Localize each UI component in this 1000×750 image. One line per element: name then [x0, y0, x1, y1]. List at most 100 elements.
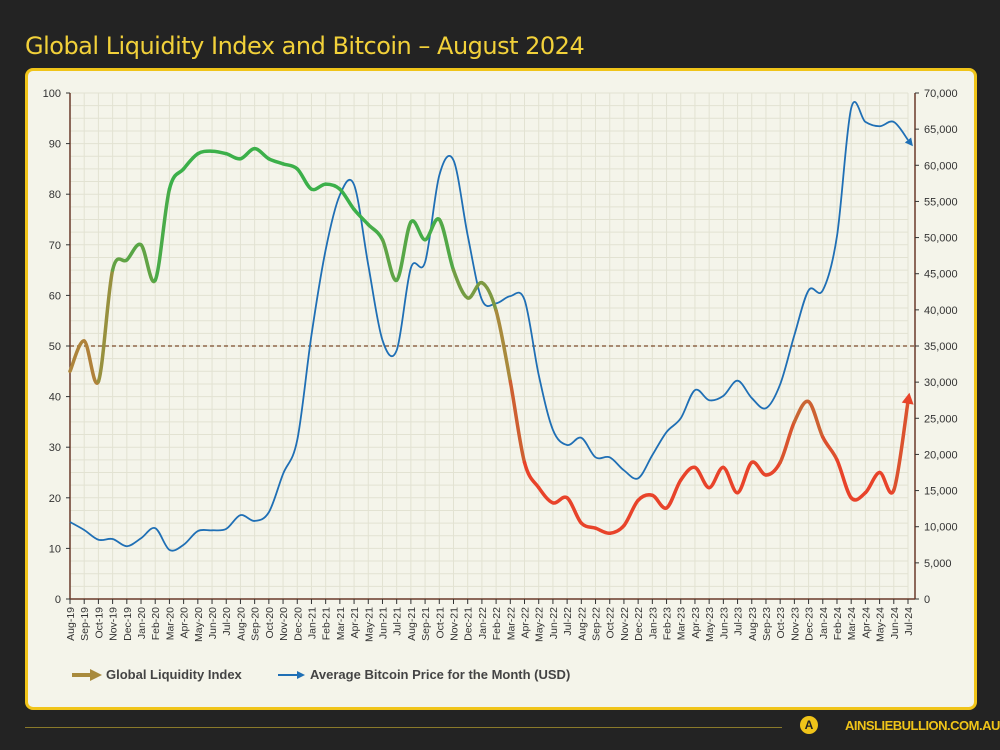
gli-line-segment — [536, 485, 555, 505]
gli-line-segment — [821, 435, 839, 462]
x-tick-label: Feb-21 — [321, 607, 333, 640]
x-tick-label: Feb-24 — [832, 607, 844, 640]
gli-line-segment — [892, 399, 910, 492]
gli-line-segment — [451, 268, 470, 300]
y-left-tick-label: 30 — [49, 442, 61, 454]
x-tick-label: Feb-20 — [150, 607, 162, 640]
x-tick-label: Nov-23 — [789, 607, 801, 641]
x-tick-label: Jan-22 — [477, 607, 489, 639]
gli-line-segment — [309, 182, 328, 192]
x-tick-label: Oct-20 — [264, 607, 276, 639]
x-tick-label: Jun-21 — [377, 607, 389, 639]
grid — [69, 92, 909, 600]
y-left-tick-label: 10 — [49, 543, 61, 555]
gli-line-segment — [849, 490, 868, 502]
x-tick-label: Nov-19 — [108, 607, 120, 641]
btc-arrow-head — [904, 137, 913, 147]
x-tick-label: Mar-23 — [676, 607, 688, 640]
footer-site[interactable]: AINSLIEBULLION.COM.AU — [845, 718, 1000, 733]
y-left-tick-label: 80 — [49, 189, 61, 201]
gli-line-segment — [579, 521, 598, 530]
x-tick-label: Oct-22 — [605, 607, 617, 639]
chart-title: Global Liquidity Index and Bitcoin – Aug… — [25, 32, 585, 60]
gli-line-segment — [693, 465, 711, 490]
y-right-tick-label: 55,000 — [924, 196, 958, 208]
x-tick-label: Aug-23 — [747, 607, 759, 641]
x-tick-label: Dec-23 — [804, 607, 816, 641]
x-tick-label: Mar-22 — [505, 607, 517, 640]
x-tick-label: Mar-21 — [335, 607, 347, 640]
x-tick-label: Nov-22 — [619, 607, 631, 641]
x-tick-label: Jan-21 — [306, 607, 318, 639]
gli-line-segment — [196, 149, 214, 156]
y-right-tick-label: 10,000 — [924, 522, 958, 534]
footer-divider — [25, 727, 782, 728]
gli-line-segment — [508, 379, 527, 465]
x-tick-label: May-20 — [193, 607, 205, 642]
gli-line-segment — [167, 167, 186, 191]
gli-line-segment — [267, 157, 285, 166]
gli-arrow-icon — [72, 668, 102, 681]
x-tick-label: Oct-19 — [93, 607, 105, 639]
x-tick-label: Apr-23 — [690, 607, 702, 639]
x-tick-label: Feb-23 — [662, 607, 674, 640]
y-left-tick-label: 20 — [49, 493, 61, 505]
y-right-tick-label: 40,000 — [924, 305, 958, 317]
gli-line-segment — [622, 498, 640, 528]
gli-line-segment — [437, 217, 456, 272]
legend-label: Global Liquidity Index — [106, 667, 242, 682]
x-tick-label: Apr-24 — [860, 607, 872, 639]
gli-line-segment — [480, 281, 498, 313]
gli-line-segment — [707, 465, 726, 490]
x-tick-label: Sep-22 — [591, 607, 603, 641]
gli-line-segment — [82, 339, 101, 385]
gli-line-segment — [281, 162, 300, 171]
x-tick-label: Apr-22 — [520, 607, 532, 639]
gli-line-segment — [721, 465, 740, 495]
x-tick-label: Aug-19 — [65, 607, 77, 641]
legend-item-btc: Average Bitcoin Price for the Month (USD… — [278, 667, 570, 682]
gli-line-segment — [750, 460, 768, 477]
y-right-tick-label: 50,000 — [924, 233, 958, 245]
gli-line-segment — [764, 460, 782, 477]
y-left-tick-label: 90 — [49, 139, 61, 151]
gli-line-segment — [778, 420, 797, 465]
gli-line-segment — [139, 243, 157, 284]
btc-price-line — [69, 100, 909, 552]
x-tick-label: Sep-23 — [761, 607, 773, 641]
gli-line-segment — [323, 182, 342, 191]
gli-line-segment — [607, 523, 626, 535]
gli-arrow-head — [901, 392, 914, 405]
legend-item-gli: Global Liquidity Index — [72, 667, 242, 682]
gli-line-segment — [678, 465, 697, 482]
y-left-tick-label: 70 — [49, 240, 61, 252]
legend-label: Average Bitcoin Price for the Month (USD… — [310, 667, 571, 682]
x-tick-label: Sep-19 — [79, 607, 91, 641]
gli-line-segment — [96, 268, 115, 384]
axes: 0 10 20 30 40 50 60 70 80 90 100 0 5,000 10,000 15,000… — [43, 88, 958, 642]
x-tick-label: Jan-24 — [818, 607, 830, 639]
gli-line-segment — [252, 146, 271, 161]
gli-line-segment — [380, 237, 399, 282]
y-right-tick-label: 65,000 — [924, 124, 958, 136]
y-left-tick-label: 0 — [55, 594, 61, 606]
ainslie-logo: A — [800, 716, 818, 734]
x-tick-label: Dec-19 — [122, 607, 134, 641]
gli-line-segment — [295, 167, 314, 191]
x-tick-label: Jul-24 — [903, 607, 915, 636]
y-right-tick-label: 0 — [924, 594, 930, 606]
gli-line-segment — [238, 146, 257, 161]
x-tick-label: Nov-21 — [448, 607, 460, 641]
x-tick-label: Apr-21 — [349, 607, 361, 639]
gli-line-segment — [494, 308, 513, 384]
gli-line-segment — [338, 187, 356, 212]
gli-line-segment — [806, 399, 825, 439]
x-tick-label: May-24 — [875, 607, 887, 642]
x-tick-label: Aug-21 — [406, 607, 418, 641]
x-tick-label: May-22 — [534, 607, 546, 642]
y-right-tick-label: 35,000 — [924, 341, 958, 353]
y-right-tick-label: 45,000 — [924, 269, 958, 281]
y-right-tick-label: 70,000 — [924, 88, 958, 100]
x-tick-label: Sep-20 — [250, 607, 262, 641]
